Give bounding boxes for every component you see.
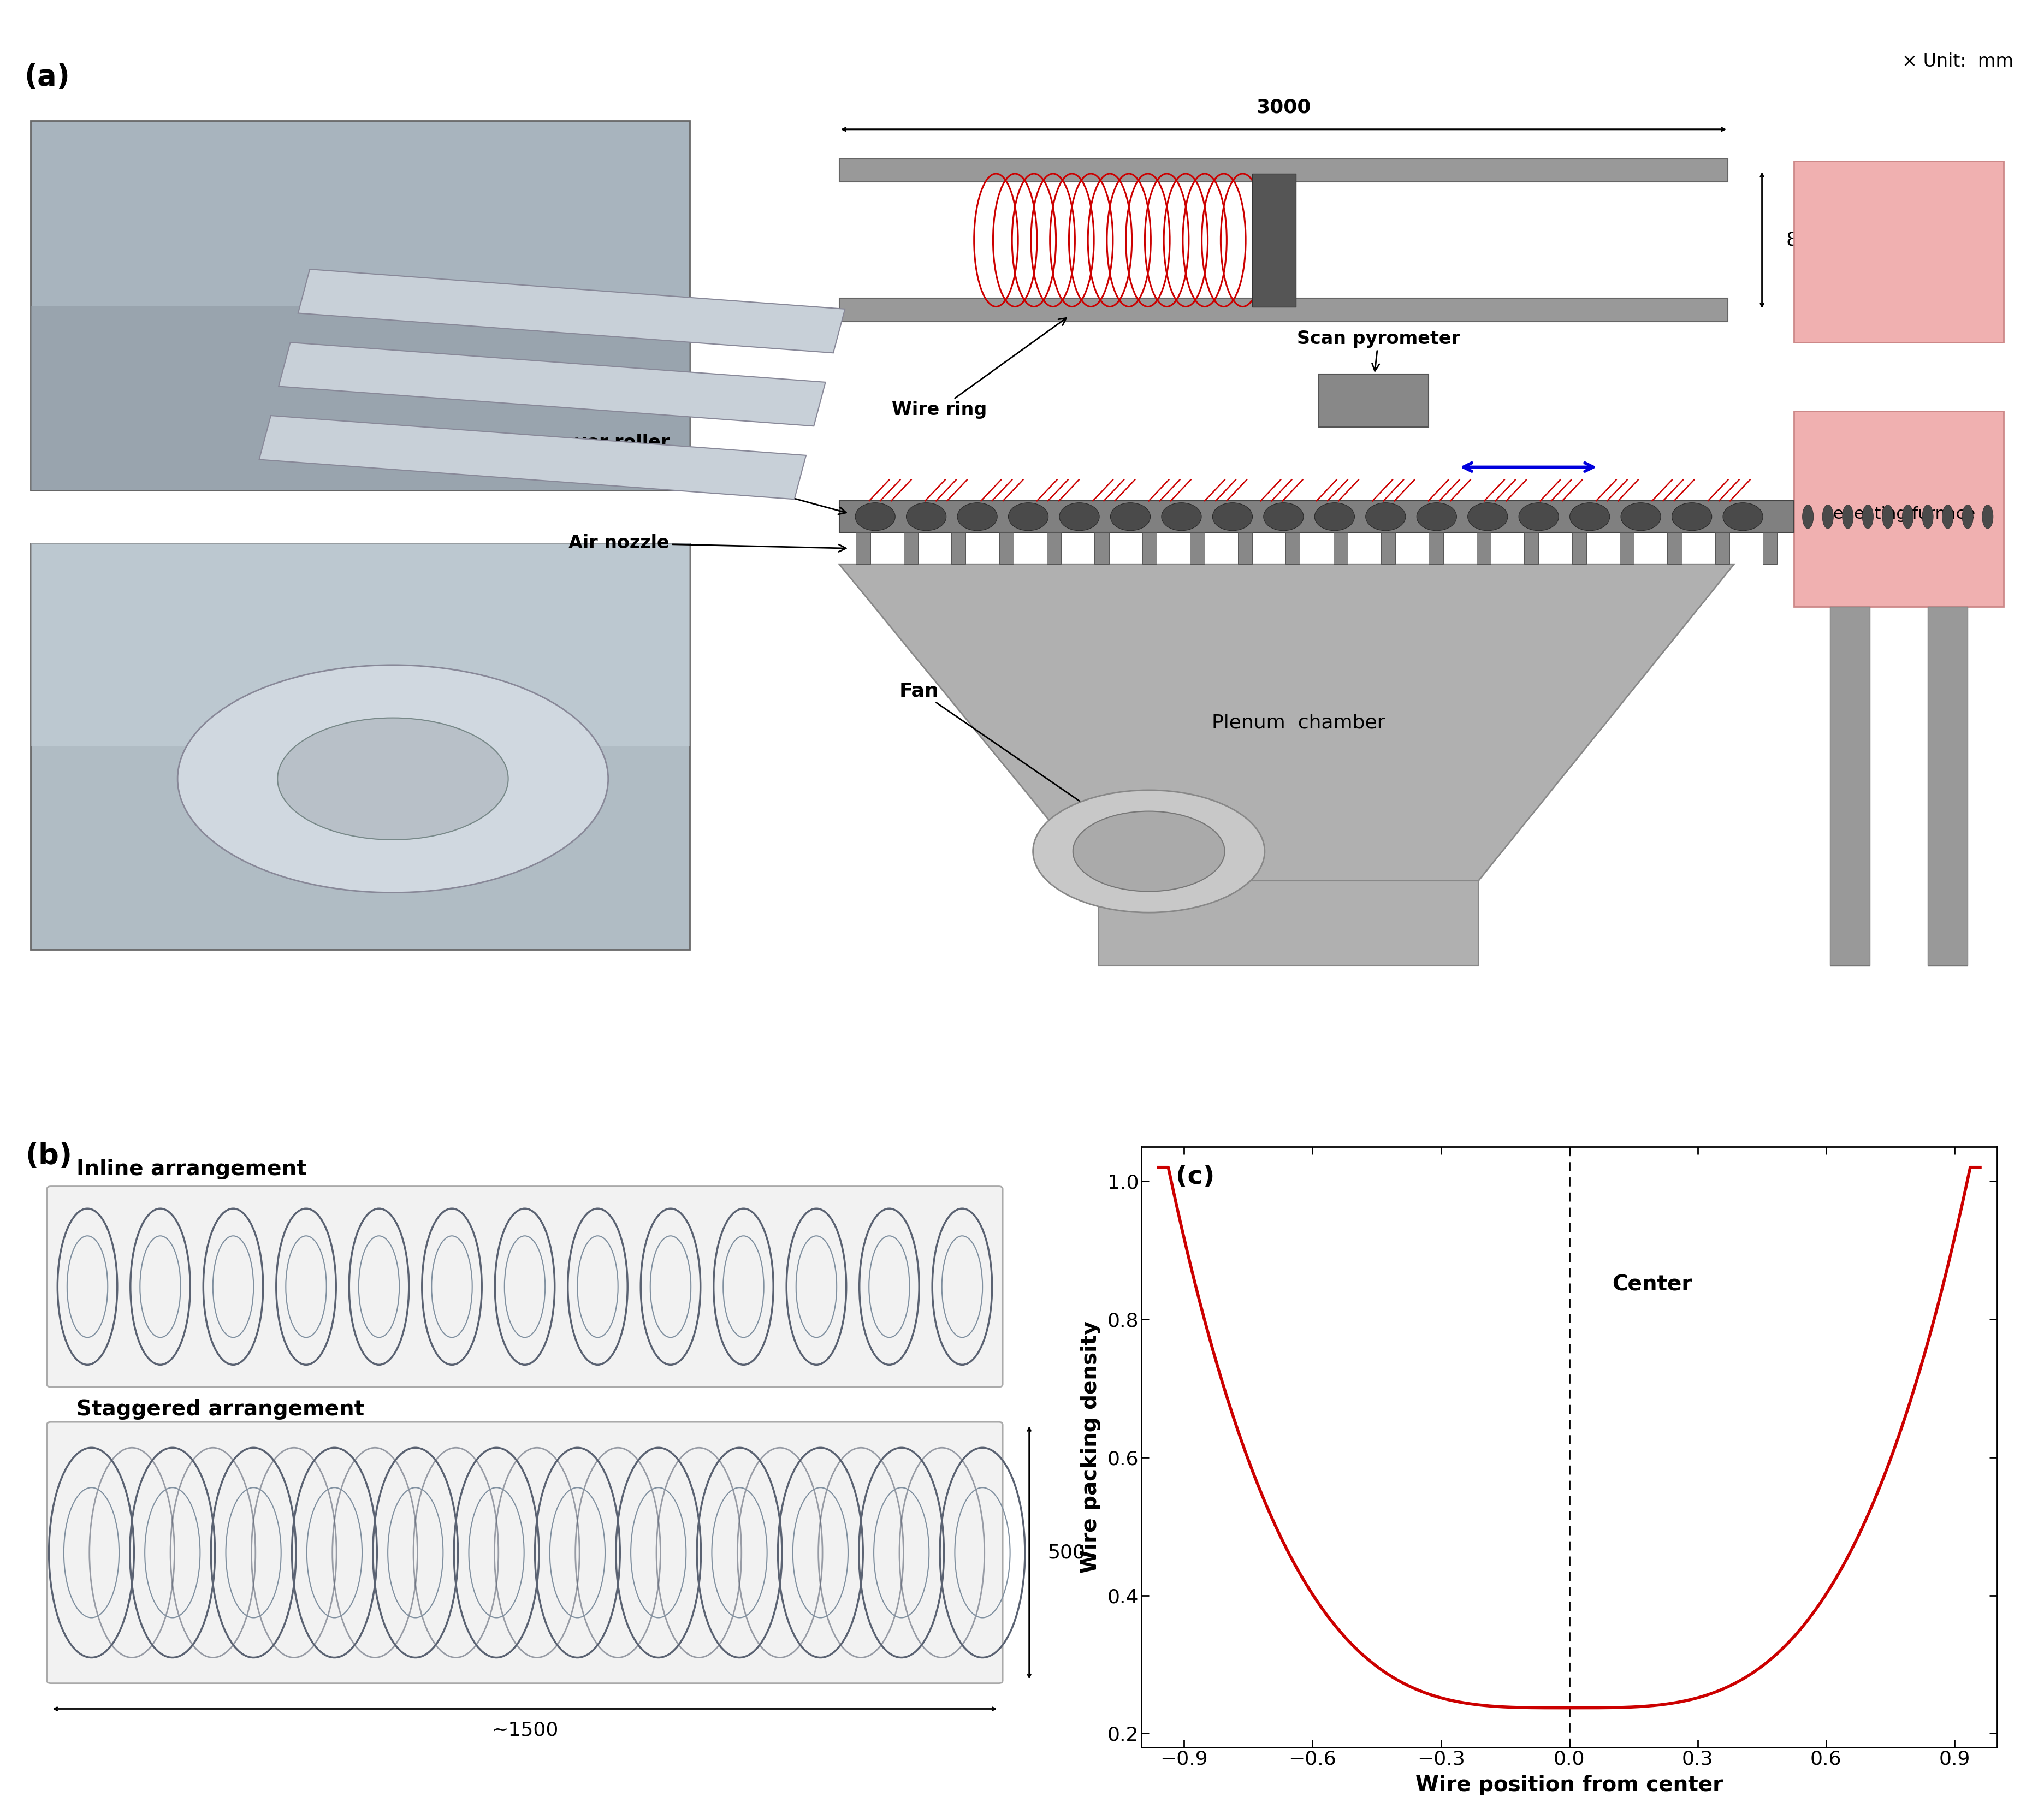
- Ellipse shape: [1671, 502, 1712, 531]
- Bar: [1237, 533, 1251, 564]
- Ellipse shape: [1111, 502, 1149, 531]
- Bar: [903, 533, 917, 564]
- Text: Staggered arrangement: Staggered arrangement: [77, 1400, 365, 1420]
- Bar: [1716, 533, 1730, 564]
- Ellipse shape: [856, 502, 895, 531]
- Bar: [1319, 375, 1429, 428]
- Ellipse shape: [1518, 502, 1559, 531]
- Bar: [1143, 533, 1158, 564]
- Circle shape: [1072, 812, 1225, 892]
- Text: Wire ring: Wire ring: [891, 318, 1066, 419]
- Bar: [840, 501, 1793, 533]
- FancyBboxPatch shape: [47, 1187, 1003, 1387]
- Text: × Unit:  mm: × Unit: mm: [1901, 53, 2014, 71]
- X-axis label: Wire position from center: Wire position from center: [1416, 1774, 1722, 1795]
- Ellipse shape: [1863, 504, 1873, 528]
- Bar: [1094, 533, 1109, 564]
- Bar: [1048, 533, 1062, 564]
- Bar: [31, 542, 689, 746]
- Bar: [1620, 533, 1634, 564]
- Ellipse shape: [1467, 502, 1508, 531]
- Text: Conveyor roller: Conveyor roller: [512, 433, 846, 515]
- Bar: [259, 415, 805, 499]
- Bar: [1333, 533, 1347, 564]
- Text: Plenum  chamber: Plenum chamber: [1213, 713, 1386, 732]
- Bar: [1286, 533, 1300, 564]
- Ellipse shape: [1569, 502, 1610, 531]
- Polygon shape: [840, 564, 1734, 881]
- Ellipse shape: [1264, 502, 1304, 531]
- Circle shape: [1033, 790, 1266, 912]
- Bar: [1763, 533, 1777, 564]
- Ellipse shape: [1822, 504, 1834, 528]
- Bar: [1793, 411, 2003, 606]
- Bar: [1667, 533, 1681, 564]
- Ellipse shape: [1722, 502, 1763, 531]
- FancyBboxPatch shape: [47, 1421, 1003, 1684]
- Bar: [840, 298, 1728, 322]
- Circle shape: [177, 664, 607, 892]
- Bar: [279, 342, 825, 426]
- Ellipse shape: [1620, 502, 1661, 531]
- Bar: [856, 533, 870, 564]
- Bar: [1476, 533, 1492, 564]
- Text: Fan: Fan: [899, 681, 1096, 812]
- Ellipse shape: [1365, 502, 1406, 531]
- Bar: [31, 120, 689, 490]
- Bar: [1928, 606, 1969, 965]
- Text: 3000: 3000: [1255, 98, 1310, 116]
- Bar: [1251, 173, 1296, 306]
- Ellipse shape: [1162, 502, 1202, 531]
- Ellipse shape: [1963, 504, 1973, 528]
- Ellipse shape: [1802, 504, 1814, 528]
- Ellipse shape: [1416, 502, 1457, 531]
- Ellipse shape: [1922, 504, 1934, 528]
- Ellipse shape: [1213, 502, 1253, 531]
- Text: (a): (a): [24, 62, 69, 91]
- Ellipse shape: [1901, 504, 1914, 528]
- Bar: [1571, 533, 1586, 564]
- Bar: [1793, 160, 2003, 342]
- Text: 850: 850: [1785, 231, 1824, 249]
- Bar: [31, 306, 689, 490]
- Bar: [840, 158, 1728, 182]
- Text: 500: 500: [1048, 1543, 1084, 1562]
- Text: Inline arrangement: Inline arrangement: [77, 1159, 306, 1179]
- Bar: [31, 542, 689, 950]
- Ellipse shape: [1009, 502, 1048, 531]
- Ellipse shape: [1842, 504, 1853, 528]
- Bar: [999, 533, 1013, 564]
- Text: Center: Center: [1612, 1274, 1692, 1296]
- Ellipse shape: [1942, 504, 1952, 528]
- Text: (c): (c): [1176, 1165, 1215, 1188]
- Text: ~1500: ~1500: [491, 1722, 558, 1740]
- Text: Air nozzle: Air nozzle: [569, 533, 846, 551]
- Bar: [298, 269, 846, 353]
- Circle shape: [277, 717, 507, 839]
- Ellipse shape: [1060, 502, 1098, 531]
- Ellipse shape: [1315, 502, 1355, 531]
- Bar: [1429, 533, 1443, 564]
- Text: Scan pyrometer: Scan pyrometer: [1296, 329, 1459, 371]
- Bar: [1830, 606, 1869, 965]
- Bar: [952, 533, 966, 564]
- Ellipse shape: [1983, 504, 1993, 528]
- Bar: [1098, 881, 1478, 965]
- Ellipse shape: [907, 502, 946, 531]
- Y-axis label: Wire packing density: Wire packing density: [1080, 1321, 1101, 1572]
- Text: (b): (b): [24, 1141, 73, 1170]
- Bar: [1382, 533, 1396, 564]
- Text: Reheating furnace: Reheating furnace: [1822, 506, 1975, 522]
- Bar: [1190, 533, 1204, 564]
- Bar: [1524, 533, 1539, 564]
- Ellipse shape: [1883, 504, 1893, 528]
- Ellipse shape: [958, 502, 997, 531]
